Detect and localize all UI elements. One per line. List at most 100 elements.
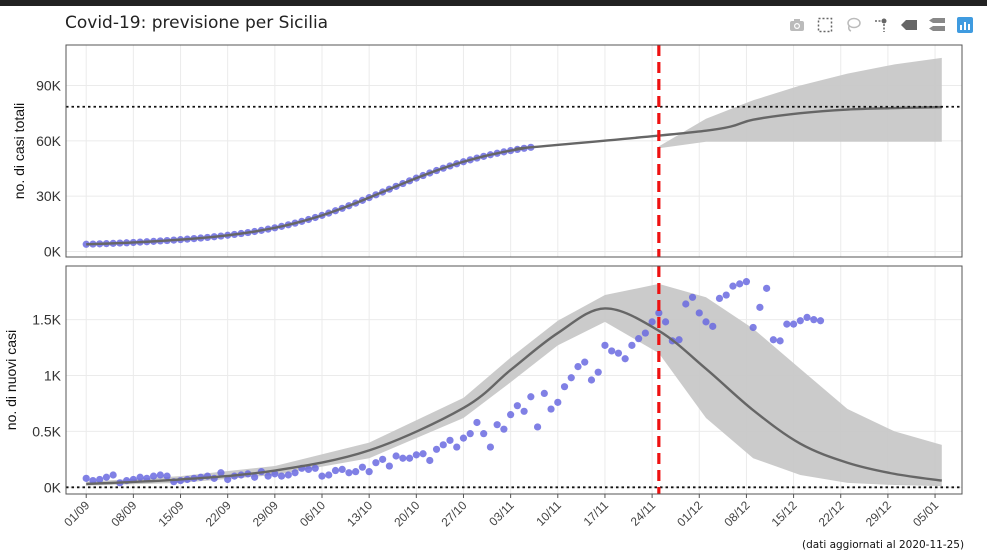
data-point xyxy=(682,300,690,308)
x-tick-label: 15/12 xyxy=(769,498,800,529)
data-point xyxy=(675,336,683,344)
data-point xyxy=(338,465,346,474)
data-point xyxy=(520,407,528,415)
data-point xyxy=(587,376,596,384)
data-point xyxy=(540,389,548,398)
data-point xyxy=(628,341,636,349)
data-point xyxy=(82,474,90,482)
data-point xyxy=(156,471,164,479)
lasso-icon[interactable] xyxy=(844,16,862,34)
data-point xyxy=(345,469,353,477)
data-point xyxy=(796,317,804,325)
data-point xyxy=(749,323,757,332)
data-point xyxy=(453,443,461,451)
data-point xyxy=(816,317,825,325)
data-point xyxy=(783,320,791,328)
data-point xyxy=(102,473,111,481)
data-point xyxy=(769,336,777,344)
x-tick-label: 05/01 xyxy=(910,498,941,529)
data-point xyxy=(264,472,272,480)
data-point xyxy=(365,468,373,476)
panel-new-cases: 0K 0.5K 1K 1.5K no. di nuovi casi xyxy=(3,265,963,495)
spike-lines-icon[interactable] xyxy=(872,16,890,34)
data-point xyxy=(803,313,811,322)
data-point xyxy=(715,294,724,303)
data-point xyxy=(271,470,279,478)
data-point xyxy=(217,469,225,477)
y-tick-label: 0K xyxy=(44,479,62,495)
camera-icon[interactable] xyxy=(788,16,806,34)
data-point xyxy=(776,337,784,345)
box-select-icon[interactable] xyxy=(816,16,834,34)
data-point xyxy=(459,434,468,442)
x-tick-label: 20/10 xyxy=(391,498,422,529)
data-point xyxy=(291,469,299,477)
x-tick-label: 27/10 xyxy=(438,498,469,529)
forecast-line xyxy=(86,105,942,246)
data-point xyxy=(480,430,488,438)
panel-total-cases: 0K 30K 60K 90K no. di casi totali xyxy=(11,44,963,259)
hover-compare-icon[interactable] xyxy=(928,16,946,34)
data-point xyxy=(500,425,508,433)
data-point xyxy=(466,430,474,438)
data-point xyxy=(554,398,562,406)
x-tick-label: 03/11 xyxy=(486,498,517,529)
data-point xyxy=(661,318,670,326)
x-tick-label: 17/11 xyxy=(581,498,612,529)
data-point xyxy=(392,452,400,460)
data-point xyxy=(419,450,427,458)
data-point xyxy=(358,463,367,471)
x-tick-label: 01/09 xyxy=(61,498,92,529)
data-point xyxy=(352,468,360,476)
data-update-note: (dati aggiornati al 2020-11-25) xyxy=(802,539,965,551)
data-point xyxy=(688,293,697,301)
data-point xyxy=(729,282,737,290)
data-point xyxy=(608,347,616,355)
data-point xyxy=(385,462,393,470)
data-point xyxy=(277,472,286,480)
data-point xyxy=(149,472,158,480)
data-point xyxy=(756,303,764,311)
data-point xyxy=(331,466,340,475)
confidence-band xyxy=(86,283,942,487)
x-tick-label: 08/12 xyxy=(721,498,752,529)
y-tick-label: 0.5K xyxy=(32,423,61,439)
data-point xyxy=(399,454,407,462)
data-point xyxy=(439,441,447,449)
data-point xyxy=(96,475,104,484)
data-point xyxy=(648,318,656,326)
data-point xyxy=(318,472,326,480)
panel-border xyxy=(65,265,963,495)
data-point xyxy=(311,464,319,472)
x-tick-label: 10/11 xyxy=(533,498,564,529)
data-point xyxy=(742,278,751,286)
data-point xyxy=(621,355,629,363)
data-point xyxy=(533,423,542,431)
data-point xyxy=(641,329,649,337)
data-point xyxy=(763,284,771,292)
data-point xyxy=(251,473,259,481)
plotly-logo-icon[interactable] xyxy=(956,16,974,34)
y-axis-label: no. di casi totali xyxy=(11,103,27,200)
data-point xyxy=(547,405,555,413)
data-point xyxy=(567,374,575,382)
y-tick-label: 0K xyxy=(44,243,62,259)
hover-closest-icon[interactable] xyxy=(900,16,918,34)
x-tick-label: 06/10 xyxy=(297,498,328,529)
x-tick-label: 29/12 xyxy=(863,498,894,529)
data-point xyxy=(224,475,232,484)
x-tick-label: 15/09 xyxy=(156,498,187,529)
y-tick-label: 1K xyxy=(44,368,62,384)
data-point xyxy=(486,443,495,451)
chart-title: Covid-19: previsione per Sicilia xyxy=(65,13,329,33)
x-tick-label: 22/12 xyxy=(816,498,847,529)
data-point xyxy=(655,309,663,317)
data-point xyxy=(594,368,602,376)
data-point xyxy=(601,341,609,349)
data-point xyxy=(702,318,710,326)
data-point xyxy=(581,358,589,366)
data-point xyxy=(325,471,333,479)
data-point xyxy=(507,411,515,419)
x-tick-label: 01/12 xyxy=(674,498,705,529)
data-point xyxy=(136,473,144,481)
